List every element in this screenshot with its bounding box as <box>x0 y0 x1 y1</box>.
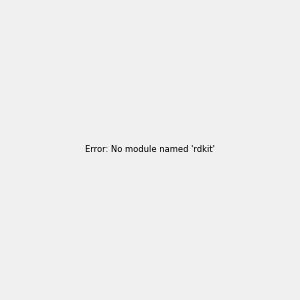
Text: Error: No module named 'rdkit': Error: No module named 'rdkit' <box>85 146 215 154</box>
